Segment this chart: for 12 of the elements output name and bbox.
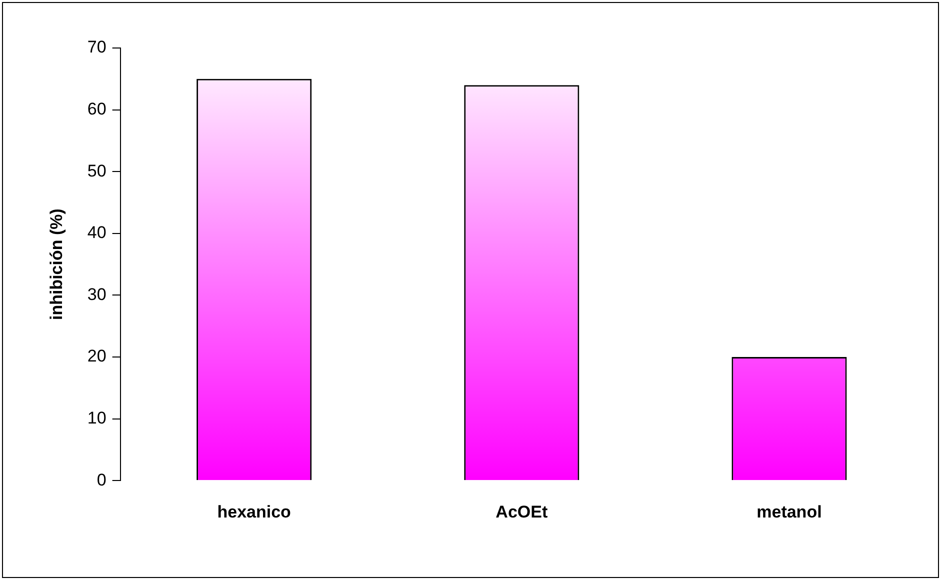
y-tick-label: 0 — [96, 470, 106, 490]
y-axis-title: inhibición (%) — [46, 208, 66, 320]
y-tick-label: 60 — [87, 99, 106, 118]
x-tick-label: hexanico — [217, 502, 291, 522]
y-tick-label: 70 — [87, 38, 106, 57]
y-tick-label: 40 — [87, 223, 106, 242]
y-tick-label: 20 — [87, 346, 106, 366]
x-tick-label: metanol — [756, 502, 822, 522]
y-tick-label: 50 — [87, 161, 106, 180]
y-tick-label: 10 — [87, 408, 106, 428]
x-tick-label: AcOEt — [496, 502, 548, 522]
y-tick-label: 30 — [87, 284, 106, 304]
